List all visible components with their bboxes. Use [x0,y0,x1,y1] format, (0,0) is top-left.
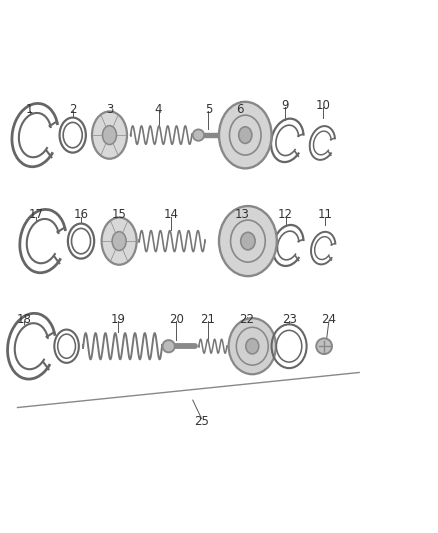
Text: 18: 18 [17,312,32,326]
Text: 5: 5 [205,103,212,116]
Text: 25: 25 [194,416,209,429]
Circle shape [316,338,332,354]
Ellipse shape [92,111,127,159]
Ellipse shape [219,102,272,168]
Ellipse shape [240,232,255,250]
Text: 16: 16 [74,208,88,221]
Text: 21: 21 [200,312,215,326]
Text: 2: 2 [69,103,77,116]
Ellipse shape [102,217,137,265]
Text: 24: 24 [321,312,336,326]
Text: 6: 6 [236,103,244,116]
FancyBboxPatch shape [238,213,258,269]
Text: 1: 1 [26,103,34,116]
Ellipse shape [219,206,277,276]
Text: 13: 13 [235,208,250,221]
Text: 12: 12 [278,208,293,221]
Ellipse shape [112,232,126,251]
Text: 10: 10 [316,99,331,112]
Text: 19: 19 [111,312,126,326]
Circle shape [193,130,204,141]
Ellipse shape [246,338,259,354]
Text: 4: 4 [155,103,162,116]
Text: 20: 20 [169,312,184,326]
Text: 14: 14 [163,208,178,221]
Ellipse shape [102,126,117,144]
Text: 9: 9 [281,99,289,112]
Text: 23: 23 [282,312,297,326]
Text: 11: 11 [318,208,332,221]
Ellipse shape [239,127,252,143]
Ellipse shape [229,318,276,374]
Text: 15: 15 [112,208,127,221]
FancyBboxPatch shape [237,108,254,162]
Text: 17: 17 [28,208,43,221]
Circle shape [162,340,175,352]
Text: 3: 3 [106,103,113,116]
Text: 22: 22 [240,312,254,326]
